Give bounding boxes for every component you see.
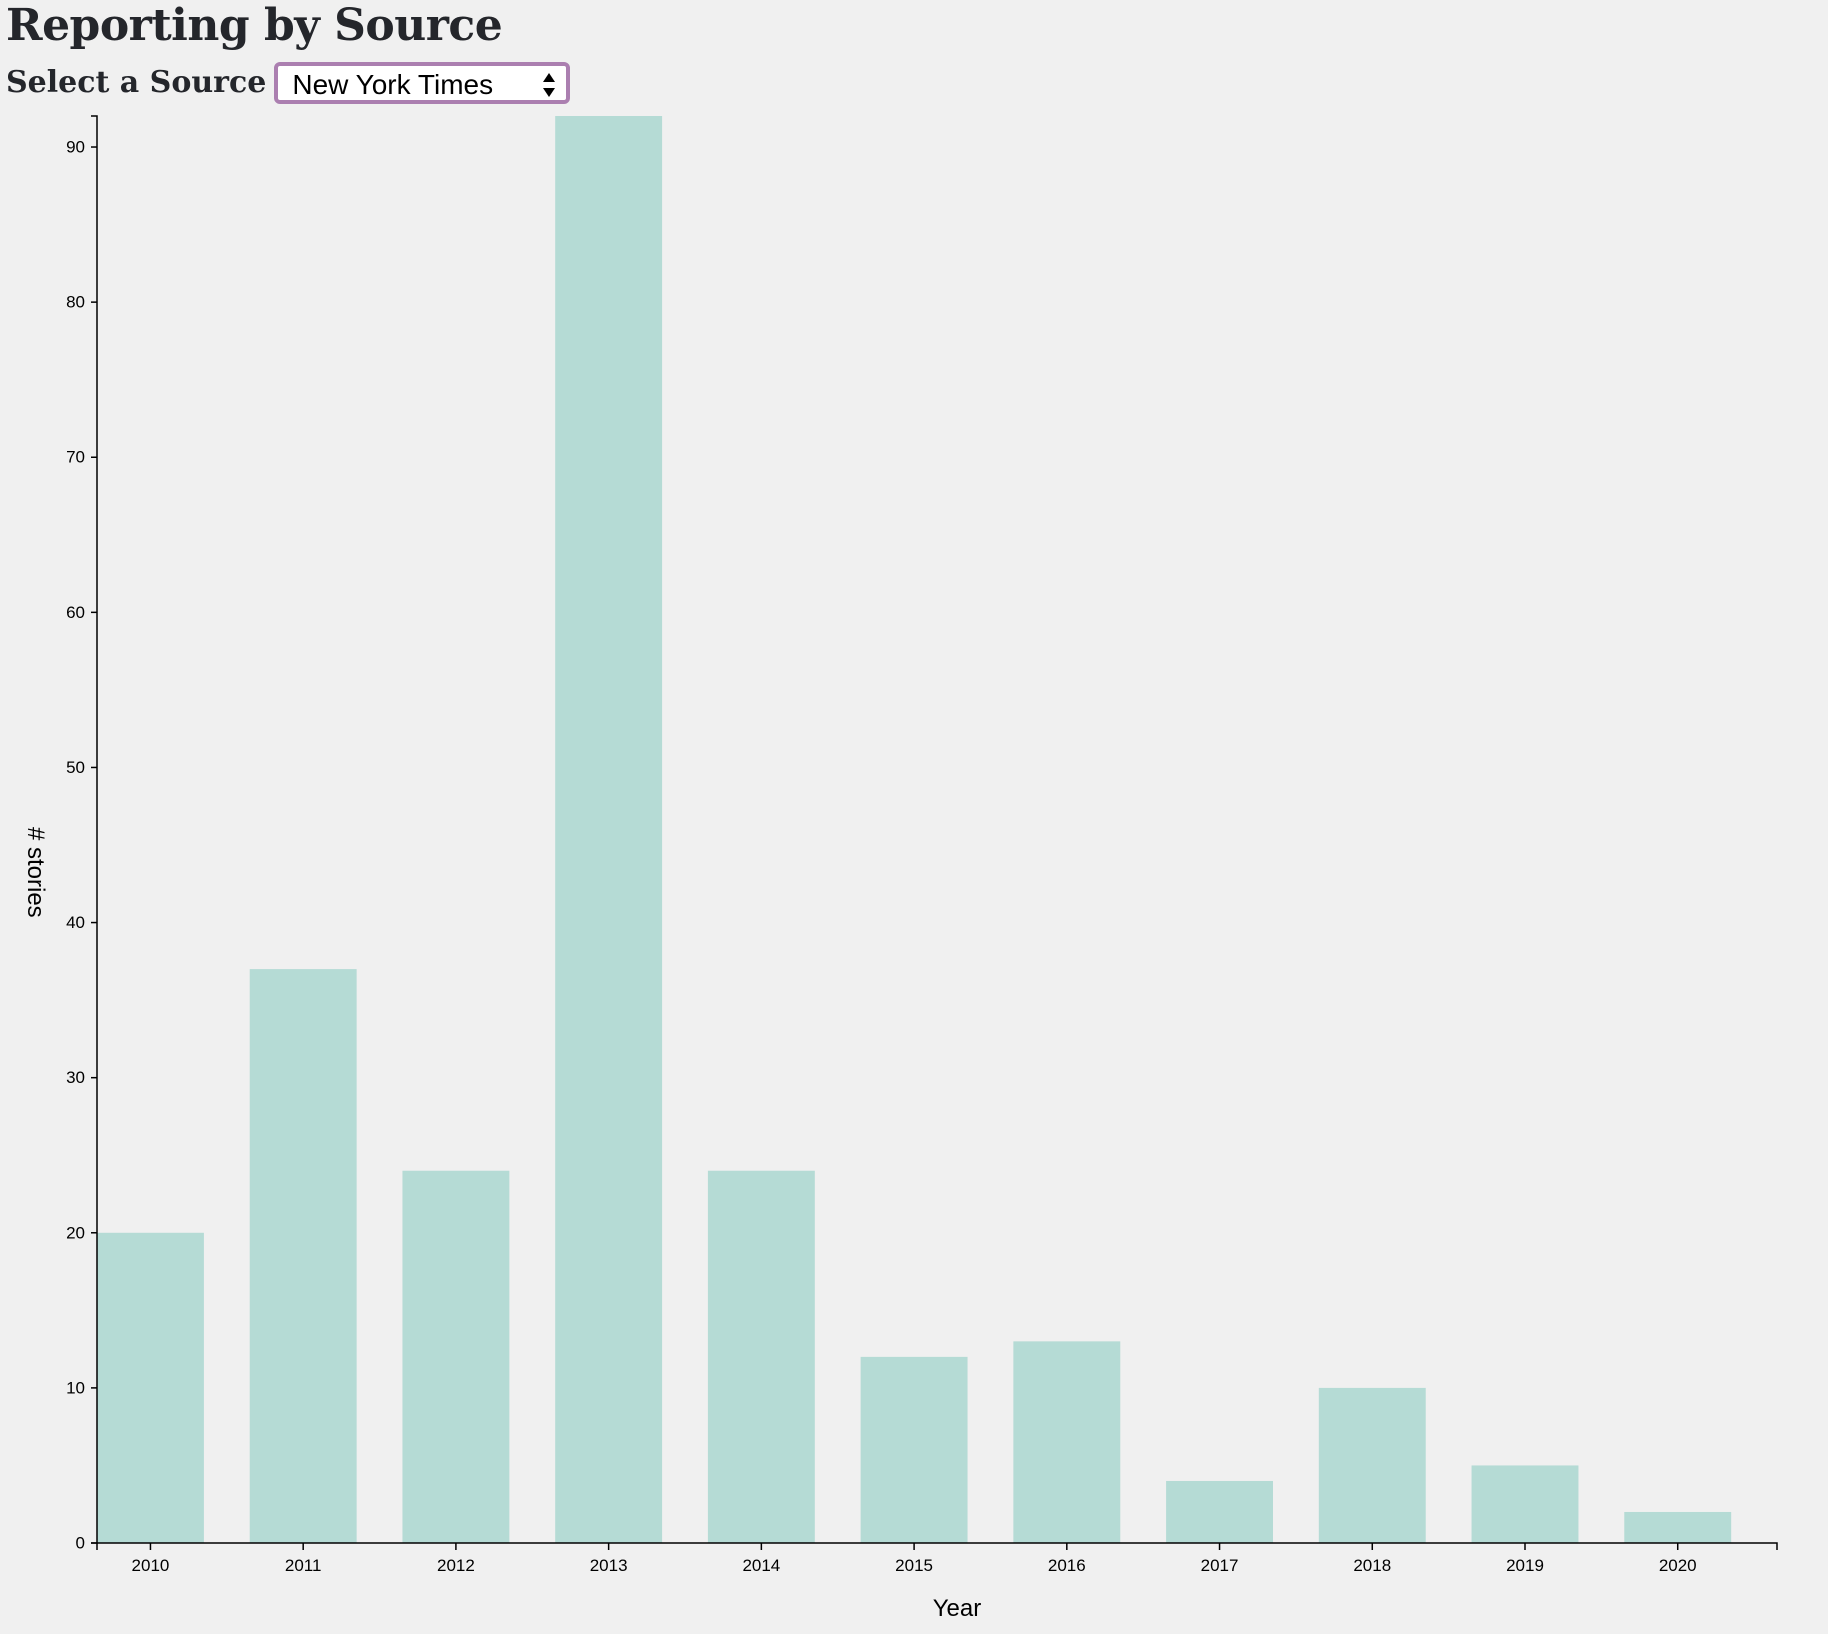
y-axis: 0 10 20 30 40 50 60 70 80 90 bbox=[66, 115, 98, 1553]
y-tick-label: 80 bbox=[66, 293, 85, 312]
bars-layer bbox=[97, 116, 1732, 1543]
x-tick-label: 2020 bbox=[1659, 1556, 1697, 1575]
bar-2013 bbox=[555, 116, 663, 1543]
y-tick-label: 0 bbox=[76, 1534, 85, 1553]
x-axis: 2010 2011 2012 2013 2014 2015 2016 2017 2018 2019… bbox=[96, 1542, 1778, 1575]
x-tick-label: 2011 bbox=[285, 1556, 322, 1575]
x-tick-label: 2012 bbox=[437, 1556, 475, 1575]
bar-2010 bbox=[97, 1232, 204, 1543]
source-select-label: Select a Source bbox=[6, 65, 267, 100]
bar-chart: 0 10 20 30 40 50 60 70 80 90 2010 2011 2012 2013 2014… bbox=[22, 115, 1778, 1622]
bar-2020 bbox=[1624, 1511, 1732, 1543]
bar-2011 bbox=[249, 969, 357, 1543]
x-axis-title: Year bbox=[933, 1595, 982, 1622]
x-tick-label: 2014 bbox=[742, 1556, 780, 1575]
x-tick-label: 2016 bbox=[1048, 1556, 1086, 1575]
y-tick-label: 90 bbox=[66, 138, 85, 157]
x-tick-label: 2018 bbox=[1353, 1556, 1391, 1575]
source-selector-row: Select a Source New York Times bbox=[6, 58, 571, 108]
source-dropdown[interactable]: New York Times bbox=[274, 62, 571, 104]
page-title: Reporting by Source bbox=[6, 0, 503, 51]
y-tick-label: 70 bbox=[66, 448, 85, 467]
source-dropdown-value: New York Times bbox=[292, 69, 494, 100]
bar-2015 bbox=[860, 1356, 968, 1543]
y-axis-title: # stories bbox=[22, 827, 49, 918]
x-tick-label: 2015 bbox=[895, 1556, 933, 1575]
y-tick-label: 10 bbox=[66, 1378, 85, 1397]
bar-2014 bbox=[707, 1170, 815, 1543]
y-tick-label: 40 bbox=[66, 913, 85, 932]
y-tick-label: 30 bbox=[66, 1068, 85, 1087]
x-axis-line bbox=[96, 1542, 1778, 1550]
x-tick-label: 2013 bbox=[590, 1556, 628, 1575]
x-tick-label: 2019 bbox=[1506, 1556, 1544, 1575]
dropdown-arrows-icon bbox=[543, 73, 556, 97]
bar-2017 bbox=[1166, 1480, 1273, 1543]
bar-2018 bbox=[1318, 1387, 1426, 1543]
y-tick-label: 60 bbox=[66, 603, 85, 622]
bar-2019 bbox=[1471, 1465, 1579, 1543]
y-axis-line bbox=[91, 115, 98, 1544]
bar-2012 bbox=[402, 1170, 510, 1543]
bar-2016 bbox=[1013, 1341, 1121, 1543]
y-tick-label: 50 bbox=[66, 758, 85, 777]
y-tick-label: 20 bbox=[66, 1223, 85, 1242]
x-tick-label: 2010 bbox=[132, 1556, 170, 1575]
x-tick-label: 2017 bbox=[1201, 1556, 1239, 1575]
